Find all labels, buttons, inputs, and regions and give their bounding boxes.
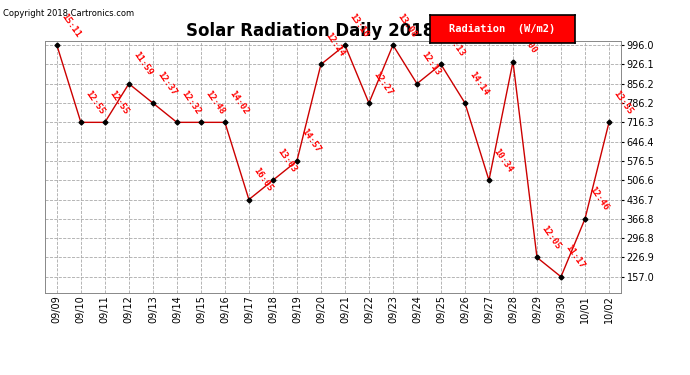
- Text: 13:03: 13:03: [276, 147, 299, 174]
- Text: 12:24: 12:24: [324, 31, 346, 58]
- Text: 12:55: 12:55: [83, 89, 106, 116]
- Text: 13:55: 13:55: [612, 89, 635, 116]
- Text: 12:37: 12:37: [156, 70, 179, 97]
- Text: 14:57: 14:57: [299, 128, 323, 154]
- Text: 14:14: 14:14: [468, 70, 491, 97]
- Text: 12:13: 12:13: [444, 31, 466, 58]
- Text: 12:05: 12:05: [540, 224, 562, 251]
- Text: 12:46: 12:46: [588, 185, 611, 213]
- Text: 12:32: 12:32: [180, 89, 203, 116]
- Text: 14:02: 14:02: [228, 89, 250, 116]
- Text: 16:05: 16:05: [252, 166, 275, 193]
- Text: Copyright 2018 Cartronics.com: Copyright 2018 Cartronics.com: [3, 9, 135, 18]
- Text: 12:13: 12:13: [420, 50, 442, 77]
- Text: 10:34: 10:34: [492, 147, 515, 174]
- Text: 12:27: 12:27: [372, 70, 395, 97]
- Text: 13:10: 13:10: [348, 12, 371, 39]
- Text: 15:11: 15:11: [60, 12, 83, 39]
- Text: 13:08: 13:08: [396, 12, 419, 39]
- Text: 11:59: 11:59: [132, 50, 155, 77]
- Text: 12:48: 12:48: [204, 89, 226, 116]
- Title: Solar Radiation Daily 20181003: Solar Radiation Daily 20181003: [186, 22, 480, 40]
- Text: Radiation  (W/m2): Radiation (W/m2): [449, 24, 555, 34]
- Text: 11:00: 11:00: [516, 28, 539, 56]
- Text: 11:17: 11:17: [564, 243, 586, 270]
- Text: 12:55: 12:55: [108, 89, 130, 116]
